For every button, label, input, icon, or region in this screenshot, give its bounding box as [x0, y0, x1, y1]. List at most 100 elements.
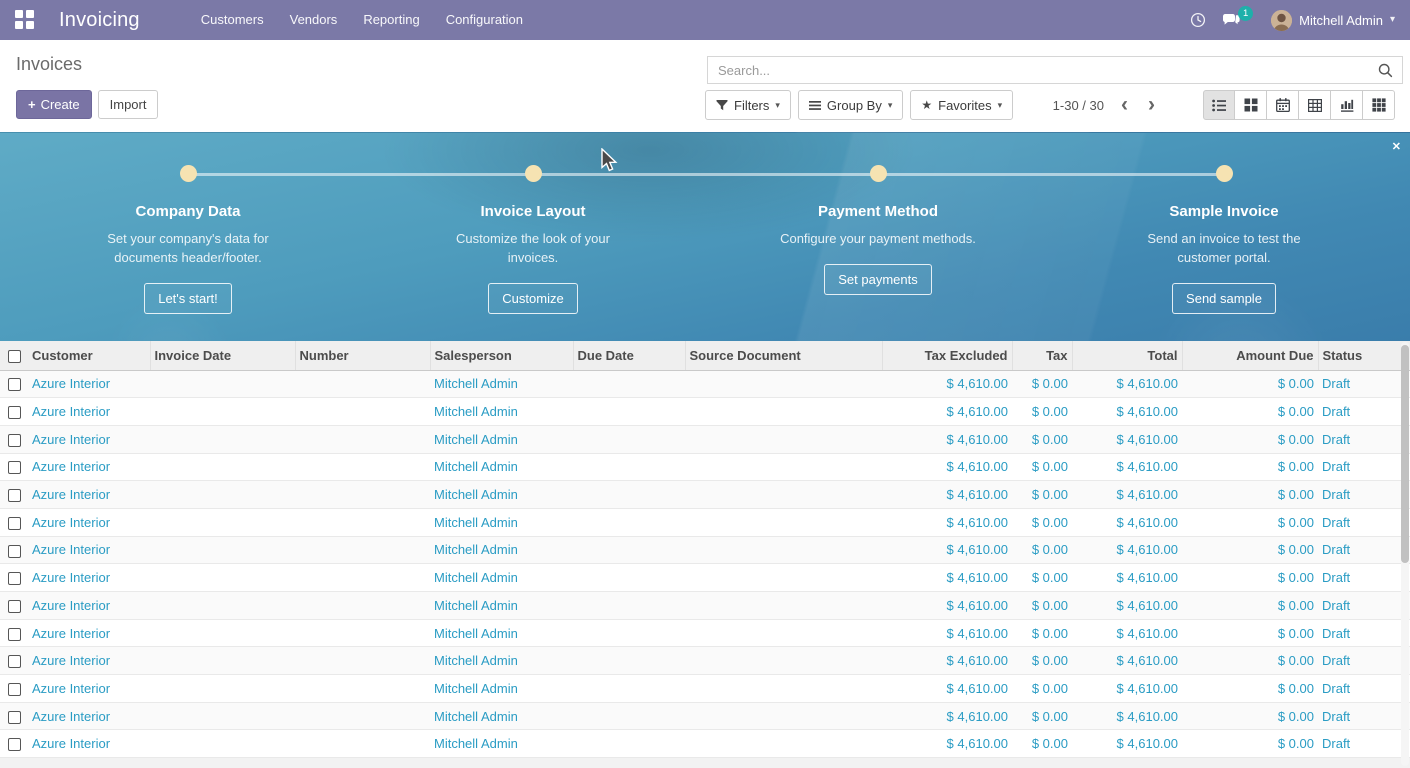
menu-reporting[interactable]: Reporting: [363, 12, 420, 27]
col-total[interactable]: Total: [1071, 341, 1182, 371]
step-dot: [179, 165, 197, 182]
row-checkbox[interactable]: [7, 378, 21, 392]
lets-start-button[interactable]: Let's start!: [144, 283, 232, 314]
cell-due-date: [573, 536, 685, 565]
cell-number: [295, 480, 430, 509]
row-checkbox-cell: [0, 646, 28, 676]
main-menu: Customers Vendors Reporting Configuratio…: [188, 0, 536, 40]
col-customer[interactable]: Customer: [28, 341, 150, 371]
row-checkbox[interactable]: [7, 738, 21, 752]
row-checkbox[interactable]: [7, 655, 21, 669]
cell-customer: Azure Interior: [28, 480, 150, 509]
messages-count-badge: 1: [1238, 6, 1254, 21]
row-checkbox[interactable]: [7, 433, 21, 447]
user-menu[interactable]: Mitchell Admin ▾: [1271, 9, 1395, 31]
cell-salesperson: Mitchell Admin: [430, 397, 573, 426]
cell-tax: $ 0.00: [1012, 646, 1072, 676]
col-tax[interactable]: Tax: [1011, 341, 1072, 371]
cell-invoice-date: [150, 536, 295, 565]
step-dot: [1215, 165, 1233, 182]
row-checkbox-cell: [0, 453, 28, 482]
row-checkbox-cell: [0, 702, 28, 731]
favorites-button[interactable]: ★ Favorites ▾: [910, 90, 1014, 120]
calendar-view-button[interactable]: [1267, 90, 1299, 120]
col-invoice-date[interactable]: Invoice Date: [149, 341, 295, 371]
cell-tax-excluded: $ 4,610.00: [882, 370, 1012, 399]
table-row[interactable]: Azure Interior Mitchell Admin $ 4,610.00…: [0, 729, 1410, 759]
menu-customers[interactable]: Customers: [200, 12, 264, 27]
row-checkbox[interactable]: [7, 710, 21, 724]
cell-due-date: [573, 563, 685, 592]
plus-icon: +: [28, 97, 36, 112]
activity-view-button[interactable]: [1363, 90, 1395, 120]
activities-clock-icon[interactable]: [1190, 12, 1206, 28]
table-row[interactable]: Azure Interior Mitchell Admin $ 4,610.00…: [0, 646, 1410, 676]
table-row[interactable]: Azure Interior Mitchell Admin $ 4,610.00…: [0, 674, 1410, 703]
import-button[interactable]: Import: [97, 90, 159, 119]
row-checkbox[interactable]: [7, 461, 21, 475]
pager-previous-icon[interactable]: ‹: [1121, 93, 1128, 116]
table-row[interactable]: Azure Interior Mitchell Admin $ 4,610.00…: [0, 480, 1410, 509]
row-checkbox[interactable]: [7, 572, 21, 586]
row-checkbox[interactable]: [7, 682, 21, 696]
row-checkbox[interactable]: [7, 544, 21, 558]
col-due-date[interactable]: Due Date: [572, 341, 685, 371]
scrollbar-thumb[interactable]: [1401, 345, 1409, 563]
col-tax-excluded[interactable]: Tax Excluded: [881, 341, 1012, 371]
graph-view-button[interactable]: [1331, 90, 1363, 120]
select-all-checkbox[interactable]: [7, 349, 21, 363]
row-checkbox[interactable]: [7, 599, 21, 613]
cell-tax: $ 0.00: [1012, 674, 1072, 703]
cell-number: [295, 563, 430, 592]
cell-amount-due: $ 0.00: [1182, 397, 1318, 426]
col-amount-due[interactable]: Amount Due: [1181, 341, 1318, 371]
table-row[interactable]: Azure Interior Mitchell Admin $ 4,610.00…: [0, 536, 1410, 565]
table-row[interactable]: Azure Interior Mitchell Admin $ 4,610.00…: [0, 591, 1410, 620]
send-sample-button[interactable]: Send sample: [1172, 283, 1276, 314]
table-row[interactable]: Azure Interior Mitchell Admin $ 4,610.00…: [0, 453, 1410, 482]
col-number[interactable]: Number: [294, 341, 430, 371]
menu-vendors[interactable]: Vendors: [289, 12, 338, 27]
cell-salesperson: Mitchell Admin: [430, 536, 573, 565]
group-by-button[interactable]: Group By ▾: [797, 90, 904, 120]
pivot-view-button[interactable]: [1299, 90, 1331, 120]
cell-tax: $ 0.00: [1012, 480, 1072, 509]
table-row[interactable]: Azure Interior Mitchell Admin $ 4,610.00…: [0, 397, 1410, 426]
table-row[interactable]: Azure Interior Mitchell Admin $ 4,610.00…: [0, 508, 1410, 537]
apps-grid-icon[interactable]: [15, 10, 35, 30]
row-checkbox[interactable]: [7, 516, 21, 530]
table-row[interactable]: Azure Interior Mitchell Admin $ 4,610.00…: [0, 702, 1410, 731]
row-checkbox[interactable]: [7, 627, 21, 641]
table-row[interactable]: Azure Interior Mitchell Admin $ 4,610.00…: [0, 619, 1410, 648]
search-icon[interactable]: [1369, 63, 1402, 78]
cell-tax-excluded: $ 4,610.00: [882, 453, 1012, 482]
set-payments-button[interactable]: Set payments: [824, 264, 932, 295]
col-salesperson[interactable]: Salesperson: [429, 341, 573, 371]
customize-button[interactable]: Customize: [488, 283, 578, 314]
col-status[interactable]: Status: [1317, 341, 1410, 371]
cell-customer: Azure Interior: [28, 397, 150, 426]
row-checkbox[interactable]: [7, 406, 21, 420]
cell-source-document: [685, 536, 882, 565]
menu-configuration[interactable]: Configuration: [445, 12, 524, 27]
list-view-button[interactable]: [1203, 90, 1235, 120]
col-source-document[interactable]: Source Document: [684, 341, 882, 371]
create-button[interactable]: + Create: [16, 90, 92, 119]
kanban-view-button[interactable]: [1235, 90, 1267, 120]
cell-total: $ 4,610.00: [1072, 425, 1182, 454]
close-icon[interactable]: ✕: [1391, 141, 1401, 153]
pager-next-icon[interactable]: ›: [1148, 93, 1155, 116]
messages-icon[interactable]: 1: [1222, 6, 1254, 28]
cell-tax: $ 0.00: [1012, 619, 1072, 648]
row-checkbox-cell: [0, 563, 28, 592]
table-row[interactable]: Azure Interior Mitchell Admin $ 4,610.00…: [0, 563, 1410, 592]
row-checkbox[interactable]: [7, 489, 21, 503]
filters-button[interactable]: Filters ▾: [705, 90, 791, 120]
cell-tax-excluded: $ 4,610.00: [882, 729, 1012, 759]
cell-tax: $ 0.00: [1012, 729, 1072, 759]
table-row[interactable]: Azure Interior Mitchell Admin $ 4,610.00…: [0, 425, 1410, 454]
search-input[interactable]: [708, 62, 1369, 78]
vertical-scrollbar[interactable]: [1401, 342, 1409, 766]
table-row[interactable]: Azure Interior Mitchell Admin $ 4,610.00…: [0, 370, 1410, 399]
cell-total: $ 4,610.00: [1072, 536, 1182, 565]
